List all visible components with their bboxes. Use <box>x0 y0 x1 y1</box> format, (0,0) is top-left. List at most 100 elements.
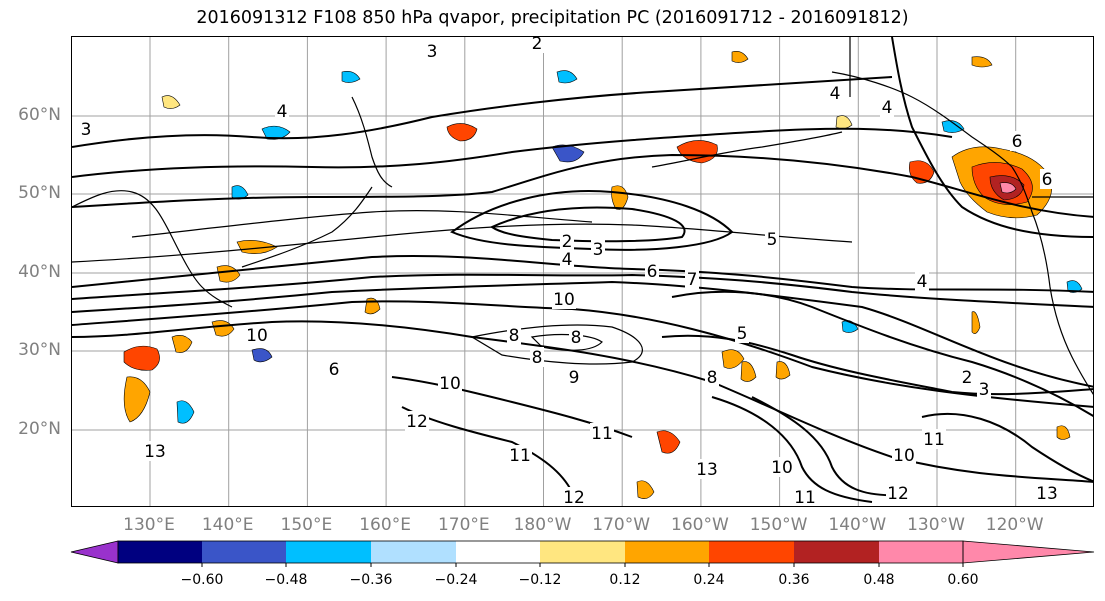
contour-label: 4 <box>830 84 841 104</box>
qvapor-contours-thin <box>72 210 853 365</box>
colorbar <box>70 540 1095 567</box>
lat-label: 20°N <box>18 419 61 439</box>
lon-label: 130°E <box>123 515 175 535</box>
contour-label-bg <box>560 249 574 269</box>
lon-label: 160°W <box>671 515 729 535</box>
contour-label-bg <box>425 41 439 61</box>
contour-label-bg <box>685 269 699 289</box>
contour-label-bg <box>770 457 794 477</box>
lon-label: 170°W <box>592 515 651 535</box>
lon-label: 140°E <box>201 515 254 535</box>
contour-label-bg <box>569 327 583 347</box>
contour-label: 3 <box>979 380 990 400</box>
colorbar-extend-low <box>70 540 119 564</box>
contour-label: 11 <box>794 488 816 507</box>
precip-neg-6 <box>341 71 361 83</box>
precip-blob-n1 <box>835 115 853 129</box>
coast-kurils <box>241 186 373 268</box>
contour-label: 10 <box>893 446 915 466</box>
lat-label: 40°N <box>18 262 61 282</box>
contour-label-bg <box>765 229 779 249</box>
lon-label: 130°W <box>907 515 965 535</box>
contour-label-bg <box>695 459 719 479</box>
precip-blob-wp-5 <box>216 265 241 283</box>
contour-label: 11 <box>923 430 945 450</box>
colorbar-tick-label: 0.60 <box>947 572 979 588</box>
precip-blob-wp-4 <box>211 320 235 337</box>
lon-label: 140°W <box>828 515 887 535</box>
colorbar-segment <box>625 541 709 563</box>
contour-label-bg <box>562 487 586 506</box>
precip-blob-ne <box>446 123 478 142</box>
precip-blob-or <box>971 311 981 334</box>
precip-blob-wp-1 <box>123 345 160 371</box>
precip-neg-9 <box>1066 280 1083 293</box>
coast-asia <box>72 190 233 308</box>
precip-neg-1 <box>261 125 291 140</box>
precip-blob-central <box>611 185 629 210</box>
contour-label-bg <box>530 37 544 53</box>
colorbar-tick-label: −0.48 <box>264 572 308 588</box>
contour-label: 7 <box>687 270 698 290</box>
precip-neg-4 <box>251 348 273 363</box>
contour-label: 12 <box>406 412 428 432</box>
contour-label: 2 <box>532 37 543 54</box>
contour-label: 3 <box>593 240 604 260</box>
precip-blob-pnw-peak <box>999 182 1017 194</box>
contour-label: 6 <box>1042 170 1053 190</box>
colorbar-extend-high <box>962 540 1095 564</box>
colorbar-segment <box>709 541 794 563</box>
lat-label: 60°N <box>18 105 61 125</box>
colorbar-segment <box>456 541 540 563</box>
lon-label: 160°E <box>359 515 411 535</box>
contour-label-bg <box>327 359 341 379</box>
contour-label: 2 <box>562 232 573 252</box>
contour-label: 12 <box>887 484 909 504</box>
contour-label: 3 <box>427 42 438 62</box>
contour-label: 6 <box>1012 132 1023 152</box>
contour-label: 11 <box>509 446 531 466</box>
contour-label: 2 <box>962 368 973 388</box>
colorbar-tick-label: 0.12 <box>609 572 641 588</box>
contour-label-bg <box>960 367 974 387</box>
lat-label: 50°N <box>18 183 61 203</box>
contour-label: 8 <box>707 368 718 388</box>
colorbar-tick-label: 0.48 <box>863 572 895 588</box>
contour-label: 4 <box>562 250 573 270</box>
precip-neg-3 <box>176 400 195 424</box>
contour-label-bg <box>1035 483 1059 503</box>
contour-label-bg <box>880 97 894 117</box>
contour-label: 13 <box>144 442 166 462</box>
coast-alaska <box>831 71 1013 168</box>
precip-blob-sw <box>636 480 655 499</box>
colorbar-tick-label: −0.36 <box>349 572 393 588</box>
precip-neg-2 <box>551 144 585 163</box>
contour-label: 8 <box>571 328 582 348</box>
colorbar-segment <box>118 541 202 563</box>
colorbar-segment <box>879 541 963 563</box>
precip-blobs <box>123 51 1083 499</box>
contour-label-bg <box>922 429 946 449</box>
contour-label-bg <box>1010 131 1024 151</box>
contour-label-bg <box>79 119 93 139</box>
contour-label: 10 <box>771 458 793 478</box>
contour-label-bg <box>508 445 532 465</box>
contour-label-bg <box>590 423 614 443</box>
contour-label-bg <box>705 367 719 387</box>
lon-label: 150°E <box>280 515 333 535</box>
contour-label-bg <box>793 487 817 506</box>
contour-label-bg <box>591 239 605 259</box>
map-title: 2016091312 F108 850 hPa qvapor, precipit… <box>196 8 909 28</box>
contour-label: 12 <box>563 488 585 507</box>
contour-label: 4 <box>882 98 893 118</box>
colorbar-tick-label: −0.24 <box>434 572 478 588</box>
contour-label-bg <box>567 367 581 387</box>
colorbar-segments <box>70 540 1095 567</box>
contour-label-bg <box>507 325 521 345</box>
precip-blob-wp-6 <box>236 240 278 254</box>
contour-label-bg <box>438 373 462 393</box>
colorbar-segment <box>286 541 371 563</box>
precip-blob-hi-4 <box>775 361 791 380</box>
colorbar-tick-label: 0.24 <box>693 572 725 588</box>
colorbar-tick-label: −0.60 <box>180 572 224 588</box>
